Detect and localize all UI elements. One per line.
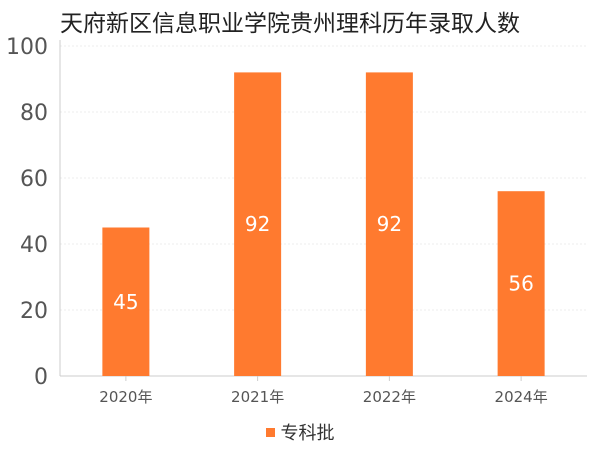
x-tick-label: 2021年 xyxy=(231,388,284,406)
x-tick-label: 2024年 xyxy=(495,388,548,406)
y-tick-label: 80 xyxy=(20,101,48,126)
y-tick-label: 0 xyxy=(34,365,48,390)
bar xyxy=(234,72,282,377)
legend-label: 专科批 xyxy=(280,423,335,444)
y-tick-label: 100 xyxy=(6,35,48,60)
bar xyxy=(365,72,413,377)
data-label: 92 xyxy=(377,212,402,236)
y-tick-label: 20 xyxy=(20,299,48,324)
data-label: 56 xyxy=(508,272,533,296)
x-tick-label: 2020年 xyxy=(99,388,152,406)
chart-title: 天府新区信息职业学院贵州理科历年录取人数 xyxy=(60,11,520,37)
y-tick-label: 40 xyxy=(20,233,48,258)
legend-swatch xyxy=(265,427,275,437)
bar xyxy=(102,227,150,376)
data-label: 45 xyxy=(113,290,138,314)
y-tick-label: 60 xyxy=(20,167,48,192)
x-tick-label: 2022年 xyxy=(363,388,416,406)
data-label: 92 xyxy=(245,212,270,236)
legend: 专科批 xyxy=(0,419,600,445)
bar xyxy=(497,191,545,376)
